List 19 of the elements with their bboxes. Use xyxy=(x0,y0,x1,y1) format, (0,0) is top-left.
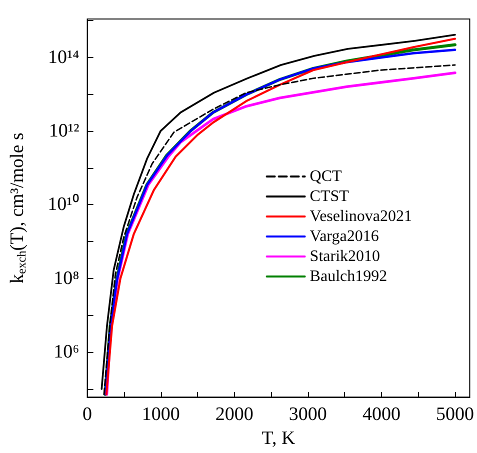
legend-label: Baulch1992 xyxy=(310,268,388,285)
y-tick-label: 10¹² xyxy=(48,120,80,142)
x-tick-label: 4000 xyxy=(362,404,400,426)
y-tick-label: 10¹⁰ xyxy=(48,193,80,216)
y-tick-label: 10⁶ xyxy=(54,342,80,363)
x-tick-label: 1000 xyxy=(142,404,180,426)
legend-label: Varga2016 xyxy=(310,228,379,245)
x-axis-title: T, K xyxy=(262,428,296,449)
y-tick-label: 10¹⁴ xyxy=(48,46,80,68)
legend-label: CTST xyxy=(310,188,350,205)
legend-label: Veselinova2021 xyxy=(310,208,412,225)
y-tick-label: 10⁸ xyxy=(54,268,80,289)
x-tick-label: 2000 xyxy=(215,404,254,426)
x-tick-label: 0 xyxy=(82,404,92,426)
x-tick-label: 3000 xyxy=(288,404,327,426)
y-axis-title: kexch(T), cm³/mole s xyxy=(7,132,28,284)
legend-label: QCT xyxy=(310,168,342,185)
x-tick-label: 5000 xyxy=(436,404,474,426)
legend-label: Starik2010 xyxy=(310,248,380,265)
